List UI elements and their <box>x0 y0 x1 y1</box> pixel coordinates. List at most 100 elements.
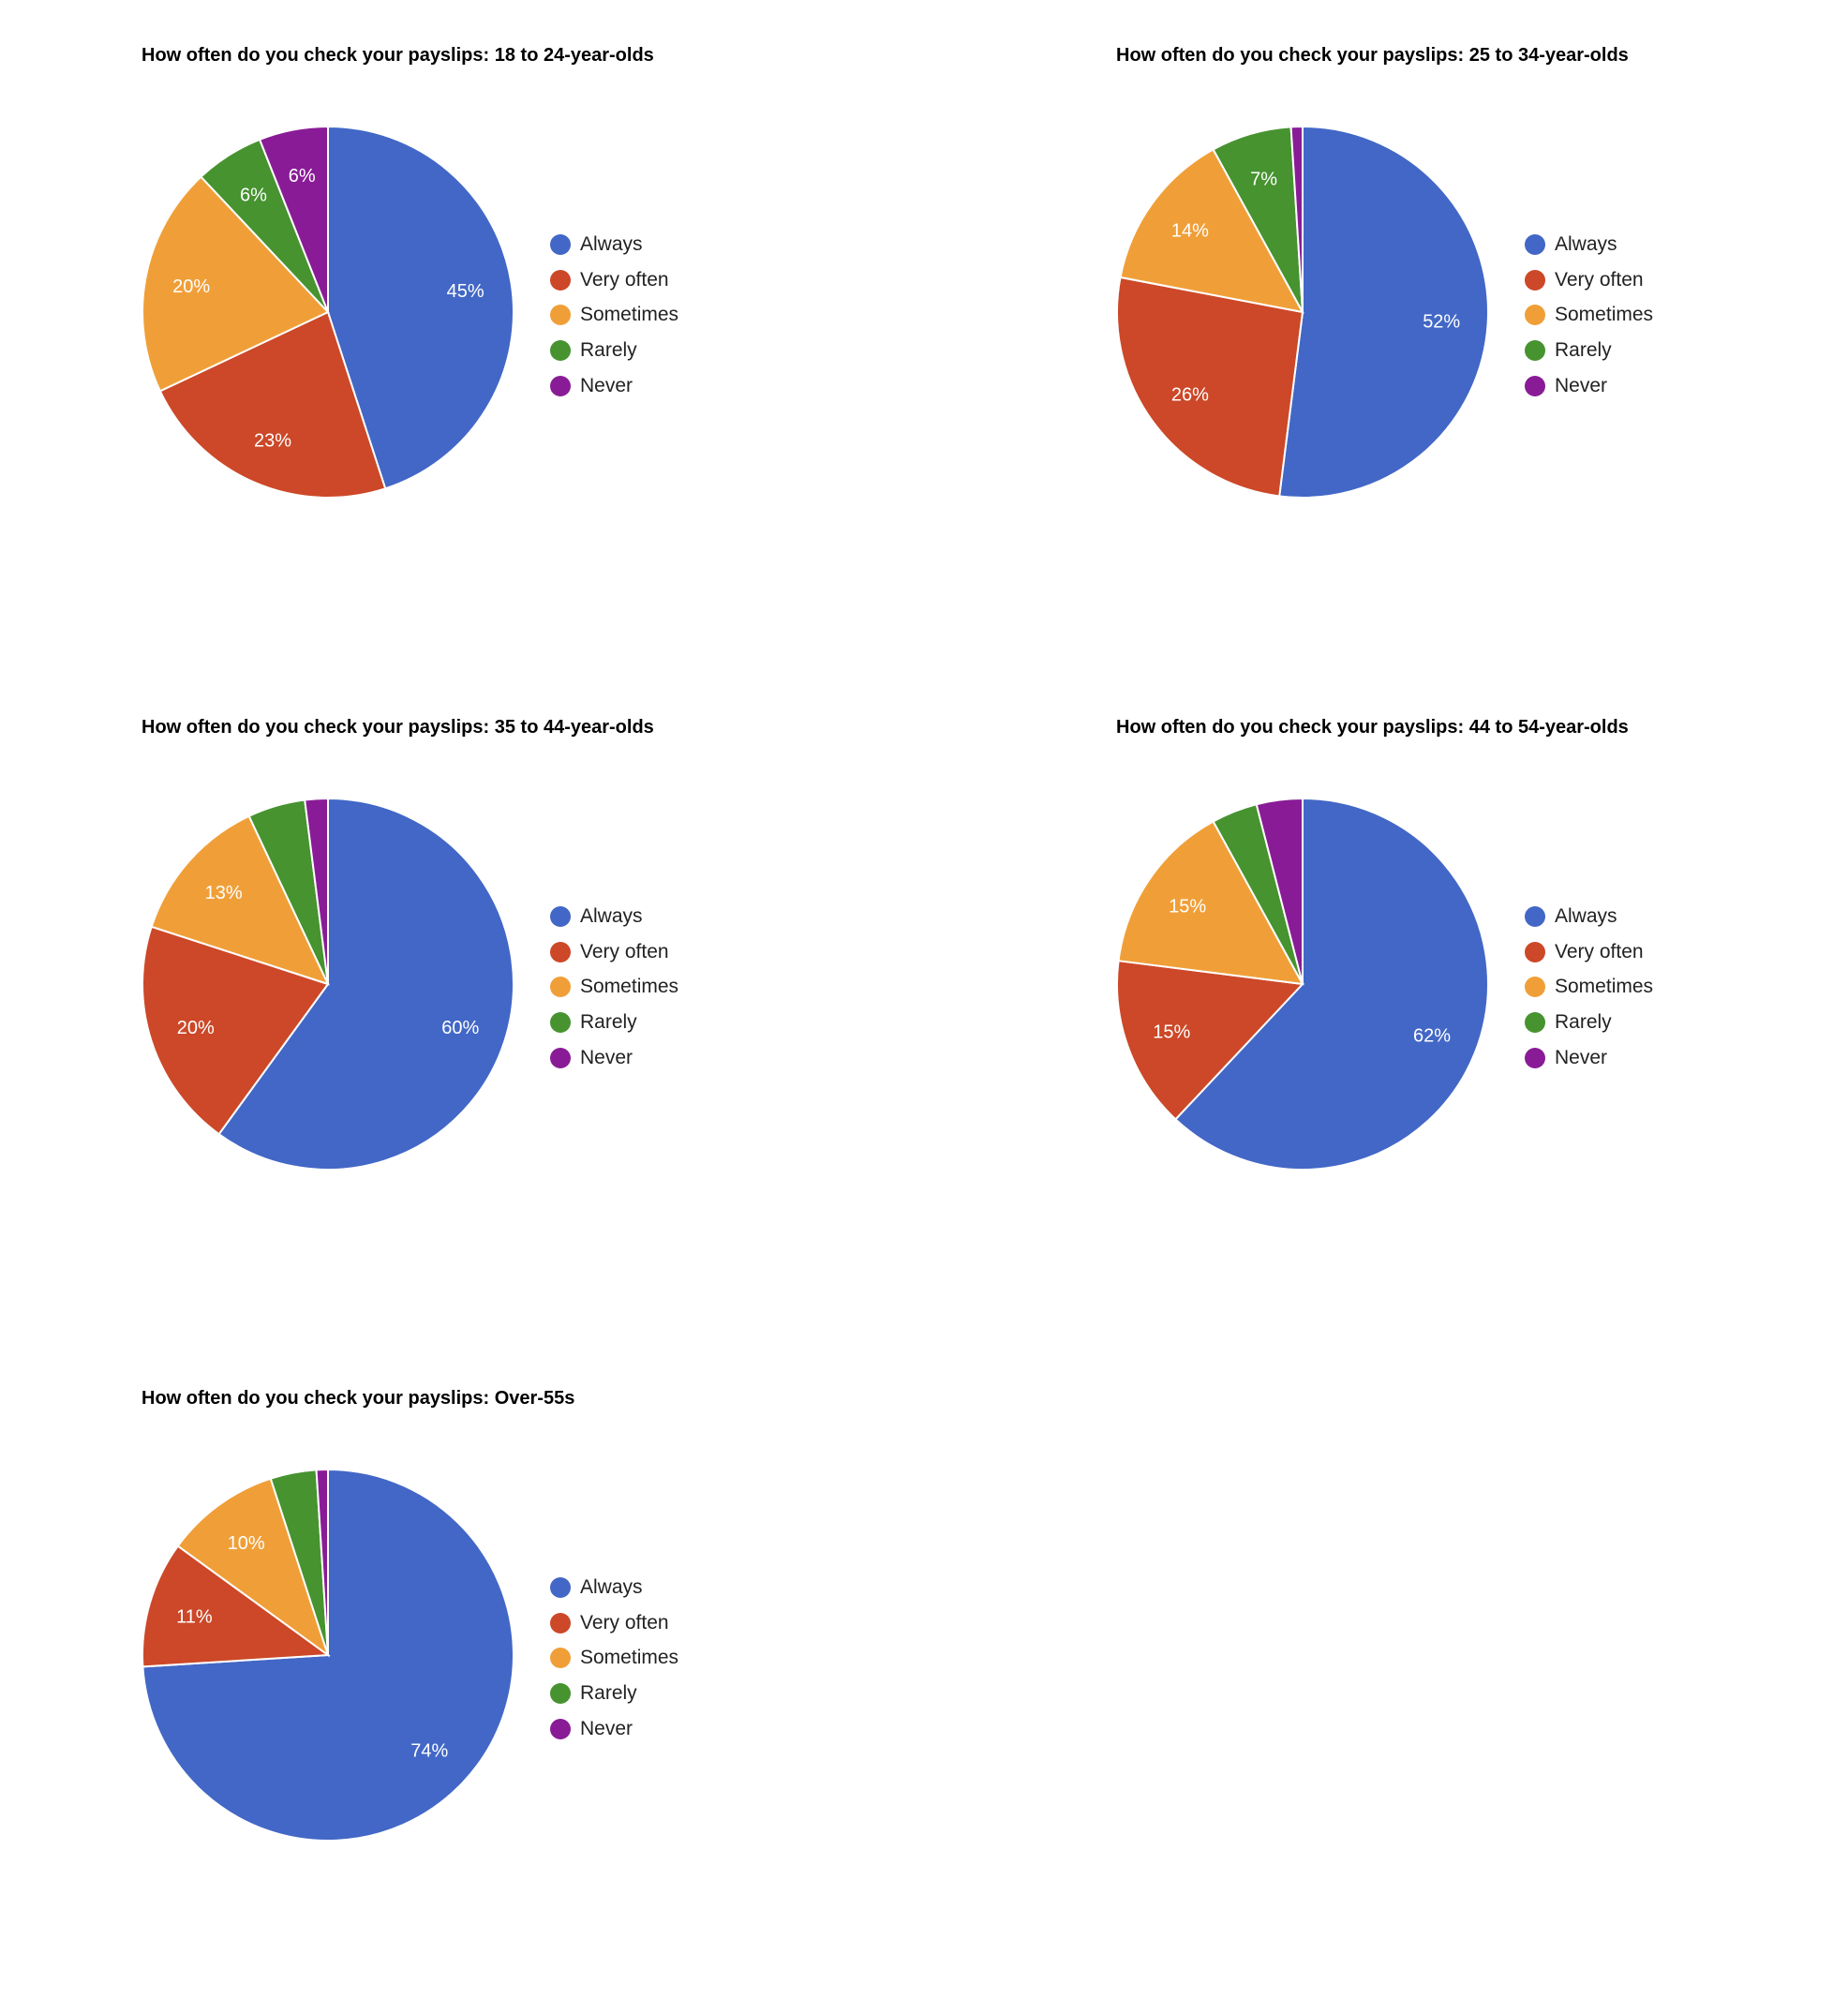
legend-item[interactable]: Always <box>550 899 678 934</box>
legend-item[interactable]: Never <box>550 1711 678 1747</box>
legend-item[interactable]: Sometimes <box>550 298 678 334</box>
legend-item[interactable]: Never <box>1525 368 1653 404</box>
slice-data-label: 15% <box>1169 897 1206 917</box>
legend-item[interactable]: Very often <box>550 262 678 298</box>
legend-item[interactable]: Never <box>1525 1040 1653 1076</box>
pie-slice-always[interactable] <box>1278 125 1489 499</box>
legend-swatch-icon <box>550 905 571 927</box>
legend-item[interactable]: Rarely <box>1525 333 1653 368</box>
slice-data-label: 7% <box>1250 169 1277 189</box>
pie-chart: How often do you check your payslips: 25… <box>1116 0 1828 656</box>
legend-item[interactable]: Very often <box>1525 934 1653 970</box>
pie-slice-very-often[interactable] <box>142 925 330 1136</box>
legend-label: Never <box>580 1047 633 1069</box>
legend-swatch-icon <box>550 1576 571 1598</box>
legend: Always Very often Sometimes Rarely Never <box>550 899 678 1076</box>
legend-swatch-icon <box>550 977 571 998</box>
legend-item[interactable]: Rarely <box>550 1676 678 1711</box>
legend-item[interactable]: Sometimes <box>1525 970 1653 1006</box>
legend-item[interactable]: Sometimes <box>1525 298 1653 334</box>
legend-label: Always <box>580 232 643 255</box>
legend-item[interactable]: Always <box>1525 227 1653 262</box>
pie-slice-very-often[interactable] <box>142 1544 331 1668</box>
pie-slice-very-often[interactable] <box>158 310 387 499</box>
slice-data-label: 20% <box>177 1018 215 1038</box>
chart-title: How often do you check your payslips: 44… <box>1116 717 1629 738</box>
legend-label: Never <box>580 375 633 397</box>
slice-data-label: 20% <box>172 276 210 297</box>
legend-label: Sometimes <box>580 304 679 326</box>
pie-chart: How often do you check your payslips: Ov… <box>142 1343 854 1999</box>
legend-label: Never <box>580 1718 633 1740</box>
pie-chart: How often do you check your payslips: 18… <box>142 0 854 656</box>
legend: Always Very often Sometimes Rarely Never <box>1525 899 1653 1076</box>
pie-slice-sometimes[interactable] <box>1117 820 1304 986</box>
legend-swatch-icon <box>550 941 571 962</box>
pie-svg: 74% 11% 10% <box>142 1468 514 1842</box>
pie-slice-sometimes[interactable] <box>150 814 330 986</box>
legend-item[interactable]: Rarely <box>1525 1005 1653 1040</box>
legend-label: Always <box>1555 904 1617 927</box>
slice-data-label: 74% <box>410 1741 448 1762</box>
legend-item[interactable]: Never <box>550 1040 678 1076</box>
legend-swatch-icon <box>550 1612 571 1634</box>
legend-item[interactable]: Rarely <box>550 1005 678 1040</box>
legend-label: Rarely <box>1555 1011 1612 1034</box>
legend-label: Rarely <box>580 1011 637 1034</box>
legend-swatch-icon <box>1525 905 1545 927</box>
legend-item[interactable]: Very often <box>1525 262 1653 298</box>
pie-svg: 45% 23% 20% 6% 6% <box>142 125 514 499</box>
slice-data-label: 62% <box>1413 1026 1451 1047</box>
pie-slice-sometimes[interactable] <box>1119 148 1304 314</box>
legend-item[interactable]: Rarely <box>550 333 678 368</box>
pie-slice-never[interactable] <box>304 797 329 985</box>
pie-slice-never[interactable] <box>315 1468 329 1656</box>
legend-label: Very often <box>1555 268 1644 291</box>
legend-label: Rarely <box>580 339 637 362</box>
slice-data-label: 52% <box>1423 311 1460 332</box>
legend-item[interactable]: Sometimes <box>550 1641 678 1677</box>
slice-data-label: 6% <box>289 166 316 186</box>
legend-label: Rarely <box>580 1682 637 1705</box>
pie-slice-never[interactable] <box>258 125 329 313</box>
legend-item[interactable]: Always <box>550 227 678 262</box>
pie-slice-always[interactable] <box>327 125 514 490</box>
legend-swatch-icon <box>550 1683 571 1705</box>
legend-label: Very often <box>580 940 669 962</box>
pie-slice-always[interactable] <box>217 797 514 1171</box>
pie-slice-sometimes[interactable] <box>176 1477 330 1658</box>
legend-swatch-icon <box>1525 376 1545 397</box>
pie-chart: How often do you check your payslips: 44… <box>1116 672 1828 1328</box>
legend-item[interactable]: Always <box>550 1570 678 1605</box>
legend-swatch-icon <box>1525 305 1545 326</box>
legend-label: Sometimes <box>1555 976 1654 998</box>
legend-swatch-icon <box>550 1719 571 1740</box>
legend-swatch-icon <box>1525 233 1545 255</box>
pie-slice-always[interactable] <box>1174 797 1489 1171</box>
legend-label: Always <box>580 904 643 927</box>
legend-item[interactable]: Always <box>1525 899 1653 934</box>
legend-item[interactable]: Never <box>550 368 678 404</box>
legend-swatch-icon <box>550 1648 571 1669</box>
pie-slice-very-often[interactable] <box>1116 276 1304 498</box>
pie-chart: How often do you check your payslips: 35… <box>142 672 854 1328</box>
legend-item[interactable]: Sometimes <box>550 970 678 1006</box>
legend-label: Sometimes <box>580 1647 679 1669</box>
legend-item[interactable]: Very often <box>550 934 678 970</box>
legend-swatch-icon <box>550 376 571 397</box>
pie-slice-never[interactable] <box>1289 125 1304 313</box>
legend-label: Very often <box>1555 940 1644 962</box>
legend-swatch-icon <box>1525 977 1545 998</box>
slice-data-label: 6% <box>240 186 267 206</box>
legend-item[interactable]: Very often <box>550 1605 678 1641</box>
legend-swatch-icon <box>1525 1048 1545 1069</box>
chart-title: How often do you check your payslips: 18… <box>142 45 654 66</box>
pie-slice-never[interactable] <box>1255 797 1304 985</box>
legend-swatch-icon <box>550 1012 571 1034</box>
pie-slice-sometimes[interactable] <box>142 175 330 393</box>
pie-slice-very-often[interactable] <box>1116 960 1305 1121</box>
legend-swatch-icon <box>1525 269 1545 291</box>
legend-swatch-icon <box>1525 1012 1545 1034</box>
slice-data-label: 60% <box>441 1018 479 1038</box>
legend-label: Very often <box>580 268 669 291</box>
